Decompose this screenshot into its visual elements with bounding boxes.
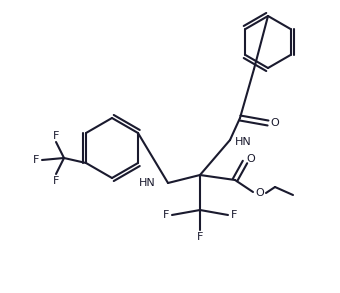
Text: F: F	[197, 232, 203, 242]
Text: F: F	[53, 131, 59, 141]
Text: HN: HN	[235, 137, 252, 147]
Text: O: O	[256, 188, 265, 198]
Text: F: F	[231, 210, 237, 220]
Text: HN: HN	[139, 178, 156, 188]
Text: O: O	[271, 118, 279, 128]
Text: F: F	[163, 210, 169, 220]
Text: O: O	[246, 154, 255, 164]
Text: F: F	[53, 176, 59, 186]
Text: F: F	[33, 155, 39, 165]
